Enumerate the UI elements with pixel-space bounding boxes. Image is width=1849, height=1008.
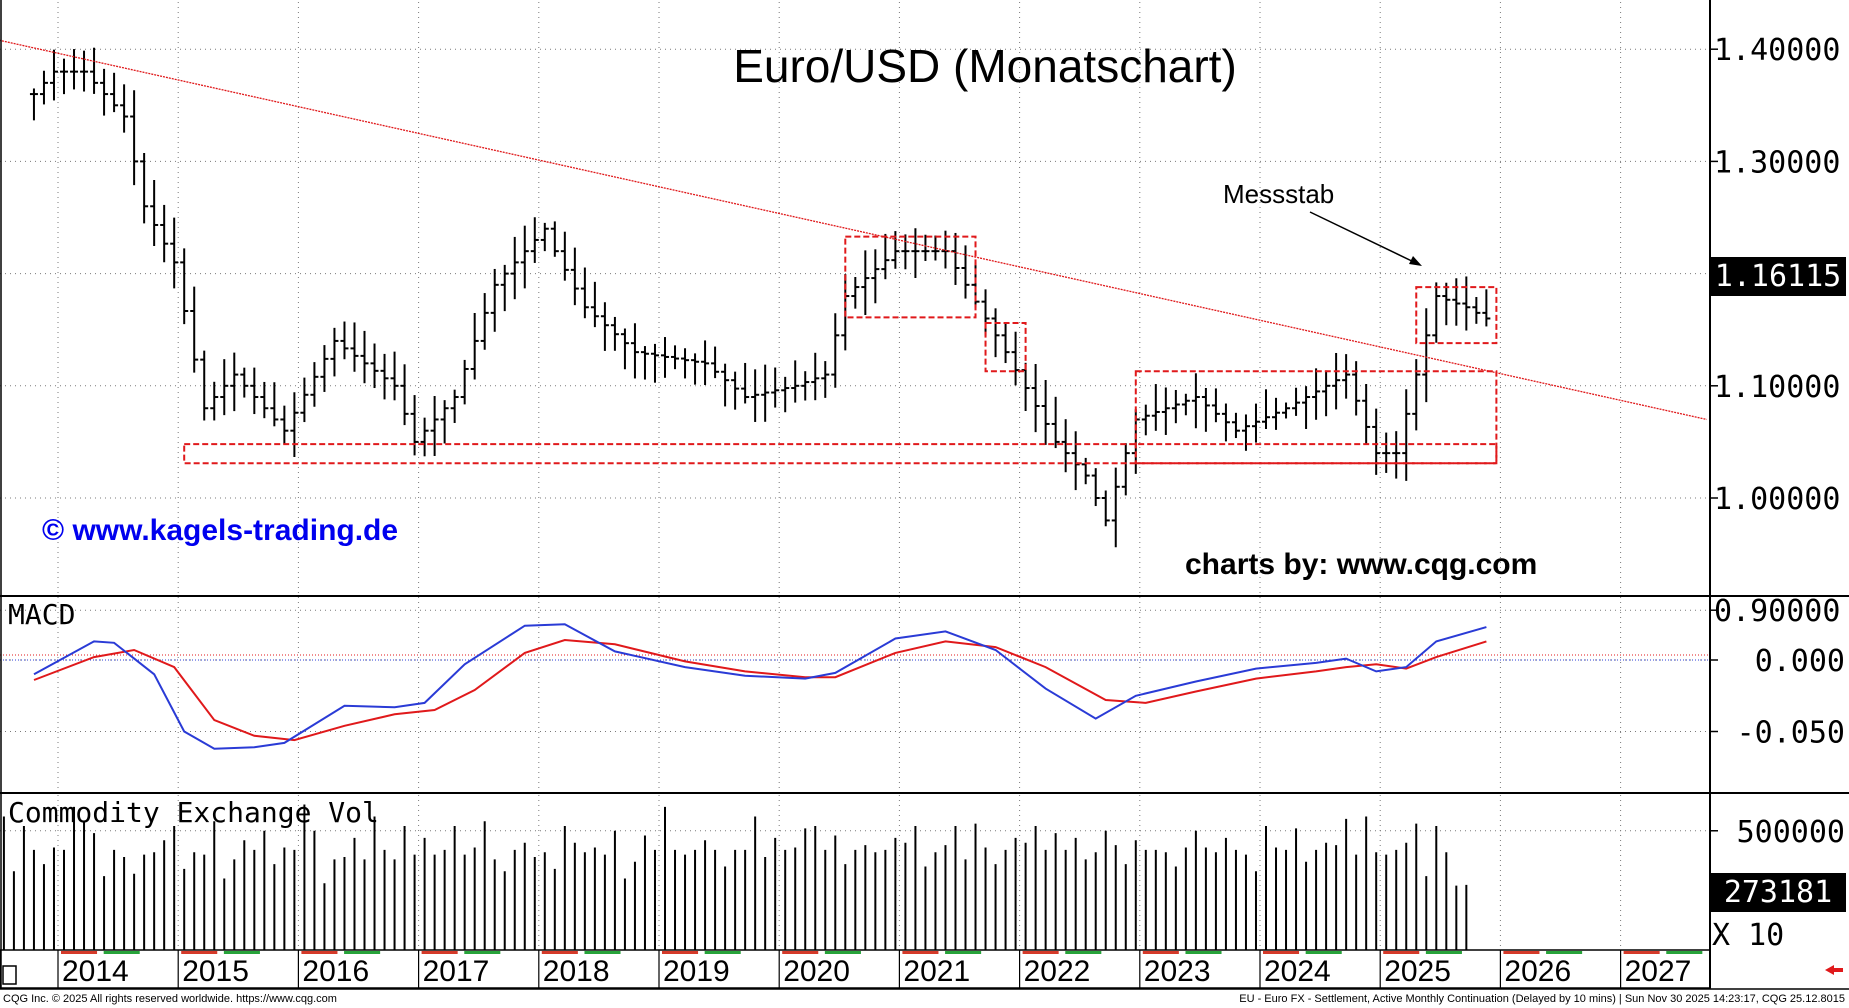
chart-title: Euro/USD (Monatschart) bbox=[733, 40, 1237, 92]
volume-multiplier: X 10 bbox=[1712, 918, 1784, 953]
year-strip-green bbox=[945, 951, 982, 954]
year-strip-green bbox=[1546, 951, 1583, 954]
scroll-handle-icon[interactable] bbox=[2, 965, 17, 985]
scroll-left-arrow-icon[interactable] bbox=[1825, 965, 1843, 975]
year-tick-label: 2019 bbox=[663, 955, 730, 988]
year-tick-label: 2023 bbox=[1144, 955, 1211, 988]
year-tick-label: 2022 bbox=[1024, 955, 1091, 988]
year-strip-green bbox=[584, 951, 621, 954]
volume-panel-label: Commodity Exchange Vol bbox=[8, 796, 379, 829]
year-tick-label: 2016 bbox=[302, 955, 369, 988]
price-tick-label: 0.90000 bbox=[1714, 594, 1840, 629]
year-strip-red bbox=[902, 951, 939, 954]
annotation-messstab: Messstab bbox=[1223, 179, 1334, 209]
resistance-trendline bbox=[0, 39, 1707, 421]
year-strip-red bbox=[421, 951, 458, 954]
year-strip-red bbox=[181, 951, 218, 954]
year-strip-red bbox=[782, 951, 819, 954]
year-tick-label: 2027 bbox=[1625, 955, 1692, 988]
axes: 2014 2015 2016 2017 2018 2019 2020 2021 2022 2023… bbox=[0, 33, 1845, 989]
year-strip-red bbox=[541, 951, 578, 954]
last-volume-label: 273181 bbox=[1724, 875, 1832, 910]
year-strip-red bbox=[1022, 951, 1059, 954]
year-strip-red bbox=[1623, 951, 1660, 954]
year-tick-label: 2015 bbox=[182, 955, 249, 988]
footer-instrument: EU - Euro FX - Settlement, Active Monthl… bbox=[1239, 993, 1845, 1005]
macd-signal-line bbox=[33, 638, 1487, 742]
year-strip-green bbox=[1065, 951, 1102, 954]
year-tick-label: 2020 bbox=[783, 955, 850, 988]
volume-panel bbox=[2, 804, 1468, 950]
watermark-link[interactable]: © www.kagels-trading.de bbox=[42, 514, 398, 547]
year-strip-red bbox=[61, 951, 98, 954]
year-strip-red bbox=[1383, 951, 1420, 954]
price-tick-label: 1.10000 bbox=[1714, 370, 1840, 405]
year-strip-green bbox=[464, 951, 501, 954]
year-strip-green bbox=[704, 951, 741, 954]
price-tick-label: 1.30000 bbox=[1714, 145, 1840, 180]
year-tick-label: 2017 bbox=[423, 955, 490, 988]
chart-credit[interactable]: charts by: www.cqg.com bbox=[1185, 548, 1537, 581]
price-tick-label: 1.40000 bbox=[1714, 33, 1840, 68]
year-strip-green bbox=[344, 951, 381, 954]
year-strip-green bbox=[1305, 951, 1342, 954]
macd-tick-label: -0.050 bbox=[1737, 716, 1845, 751]
price-tick-label: 1.00000 bbox=[1714, 482, 1840, 517]
year-strip-red bbox=[662, 951, 699, 954]
macd-tick-label: 0.000 bbox=[1755, 644, 1845, 679]
range-box bbox=[844, 235, 977, 319]
last-volume-box bbox=[1710, 873, 1846, 912]
last-price-label: 1.16115 bbox=[1715, 259, 1841, 294]
volume-tick-label: 500000 bbox=[1737, 815, 1845, 850]
range-box bbox=[1134, 370, 1498, 465]
year-tick-label: 2021 bbox=[903, 955, 970, 988]
year-strip-green bbox=[103, 951, 140, 954]
macd-panel bbox=[0, 623, 1710, 750]
range-box bbox=[984, 321, 1027, 373]
year-strip-green bbox=[223, 951, 260, 954]
year-strip-green bbox=[1185, 951, 1222, 954]
x-axis-bar bbox=[0, 949, 1711, 989]
last-price-box bbox=[1710, 257, 1846, 296]
macd-line bbox=[33, 623, 1487, 750]
year-tick-label: 2025 bbox=[1384, 955, 1451, 988]
year-tick-label: 2018 bbox=[543, 955, 610, 988]
price-panel bbox=[0, 39, 1707, 548]
year-strip-red bbox=[1142, 951, 1179, 954]
year-strip-red bbox=[1503, 951, 1540, 954]
footer-copyright: CQG Inc. © 2025 All rights reserved worl… bbox=[3, 993, 337, 1005]
year-tick-label: 2024 bbox=[1264, 955, 1331, 988]
year-strip-green bbox=[1666, 951, 1703, 954]
year-tick-label: 2026 bbox=[1504, 955, 1571, 988]
range-box bbox=[1415, 286, 1498, 345]
year-tick-label: 2014 bbox=[62, 955, 129, 988]
year-strip-green bbox=[1425, 951, 1462, 954]
year-strip-red bbox=[301, 951, 338, 954]
year-strip-green bbox=[824, 951, 861, 954]
macd-panel-label: MACD bbox=[8, 598, 75, 631]
messstab-arrowhead-icon bbox=[1409, 256, 1422, 266]
year-strip-red bbox=[1263, 951, 1300, 954]
messstab-arrow bbox=[1309, 211, 1419, 265]
